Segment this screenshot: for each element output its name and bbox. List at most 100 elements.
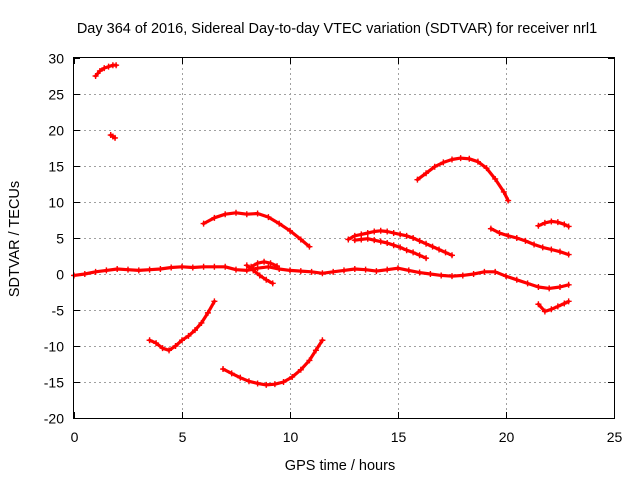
y-tick-label: -5	[52, 303, 65, 319]
y-tick-label: 20	[48, 123, 64, 139]
data-point	[500, 188, 507, 195]
data-point	[397, 244, 404, 251]
plot-frame	[73, 57, 615, 419]
data-point	[211, 214, 218, 221]
data-point	[442, 249, 449, 256]
series-arc-f	[220, 337, 326, 388]
data-point	[554, 219, 561, 226]
series-arc-c	[71, 263, 572, 292]
data-point	[254, 380, 261, 387]
y-tick-label: 5	[56, 231, 64, 247]
data-point	[362, 266, 369, 273]
y-axis-label: SDTVAR / TECUs	[7, 181, 23, 297]
data-point	[565, 281, 572, 288]
series-trace	[489, 227, 571, 257]
data-point	[287, 267, 293, 274]
data-point	[531, 241, 538, 248]
data-point	[390, 242, 397, 249]
x-tick-label: 15	[391, 429, 407, 445]
data-point	[410, 249, 417, 256]
data-point	[168, 264, 175, 271]
data-point	[565, 223, 572, 230]
y-tick-label: -20	[44, 411, 64, 427]
data-point	[105, 63, 112, 70]
series-arc-d	[146, 298, 218, 354]
x-tick-label: 10	[283, 429, 299, 445]
data-point	[233, 209, 239, 216]
data-point	[172, 343, 179, 349]
data-point	[271, 381, 278, 388]
data-point	[287, 227, 293, 234]
x-tick-label: 5	[179, 429, 187, 445]
data-point	[565, 251, 572, 258]
data-point	[280, 379, 287, 385]
x-tick-label: 25	[607, 429, 623, 445]
data-point	[459, 272, 466, 279]
data-point	[390, 229, 397, 236]
data-point	[243, 262, 250, 269]
data-point	[384, 228, 391, 235]
y-tick-label: -15	[44, 375, 64, 391]
x-tick-label: 20	[499, 429, 515, 445]
data-point	[416, 252, 423, 259]
data-point	[256, 272, 263, 279]
data-point	[405, 267, 412, 274]
data-point	[496, 229, 503, 236]
series-arc-k	[414, 155, 512, 204]
data-point	[503, 273, 509, 280]
series-trace	[353, 237, 428, 260]
data-point	[351, 237, 358, 244]
data-point	[179, 337, 185, 344]
data-point	[535, 301, 542, 308]
data-point	[535, 283, 542, 290]
data-point	[289, 373, 296, 380]
series-arc-j	[351, 235, 430, 262]
data-point	[358, 231, 365, 238]
data-point	[481, 268, 488, 275]
data-point	[153, 340, 160, 347]
data-point	[125, 266, 131, 273]
series-arc-i	[345, 227, 455, 259]
data-point	[297, 366, 304, 373]
axis-ticks: 0 5 10 15 20 25 -20 -15 -10 -5 0 5 10 15 20 25 30	[44, 51, 623, 446]
data-point	[384, 240, 391, 247]
data-point	[92, 73, 99, 79]
data-point	[403, 247, 410, 254]
data-point	[449, 252, 455, 259]
data-point	[254, 260, 261, 267]
data-point	[487, 225, 494, 232]
data-point	[297, 268, 304, 275]
data-point	[364, 229, 371, 236]
data-point	[565, 298, 572, 305]
data-point	[395, 265, 401, 272]
data-point	[103, 267, 110, 274]
data-point	[254, 265, 261, 272]
data-point	[319, 337, 326, 344]
data-point	[308, 268, 315, 275]
x-axis-label: GPS time / hours	[285, 458, 395, 474]
data-point	[364, 235, 371, 242]
data-point	[265, 214, 272, 221]
chart-title: Day 364 of 2016, Sidereal Day-to-day VTE…	[77, 21, 597, 37]
data-point	[358, 236, 365, 243]
data-point	[557, 248, 563, 255]
data-point	[351, 265, 358, 272]
data-point	[541, 308, 548, 315]
x-tick-label: 0	[71, 429, 79, 445]
data-point	[513, 235, 520, 241]
data-point	[423, 240, 430, 247]
data-point	[535, 222, 542, 229]
data-point	[554, 303, 561, 310]
data-point	[466, 155, 473, 162]
data-point	[237, 374, 244, 381]
data-point	[436, 246, 443, 253]
data-point	[423, 255, 430, 262]
data-point	[81, 271, 88, 277]
data-point	[96, 67, 103, 74]
data-point	[185, 332, 192, 339]
data-point	[440, 159, 447, 166]
series-arc-h	[248, 258, 281, 270]
data-point	[269, 280, 276, 287]
data-point	[263, 381, 270, 388]
